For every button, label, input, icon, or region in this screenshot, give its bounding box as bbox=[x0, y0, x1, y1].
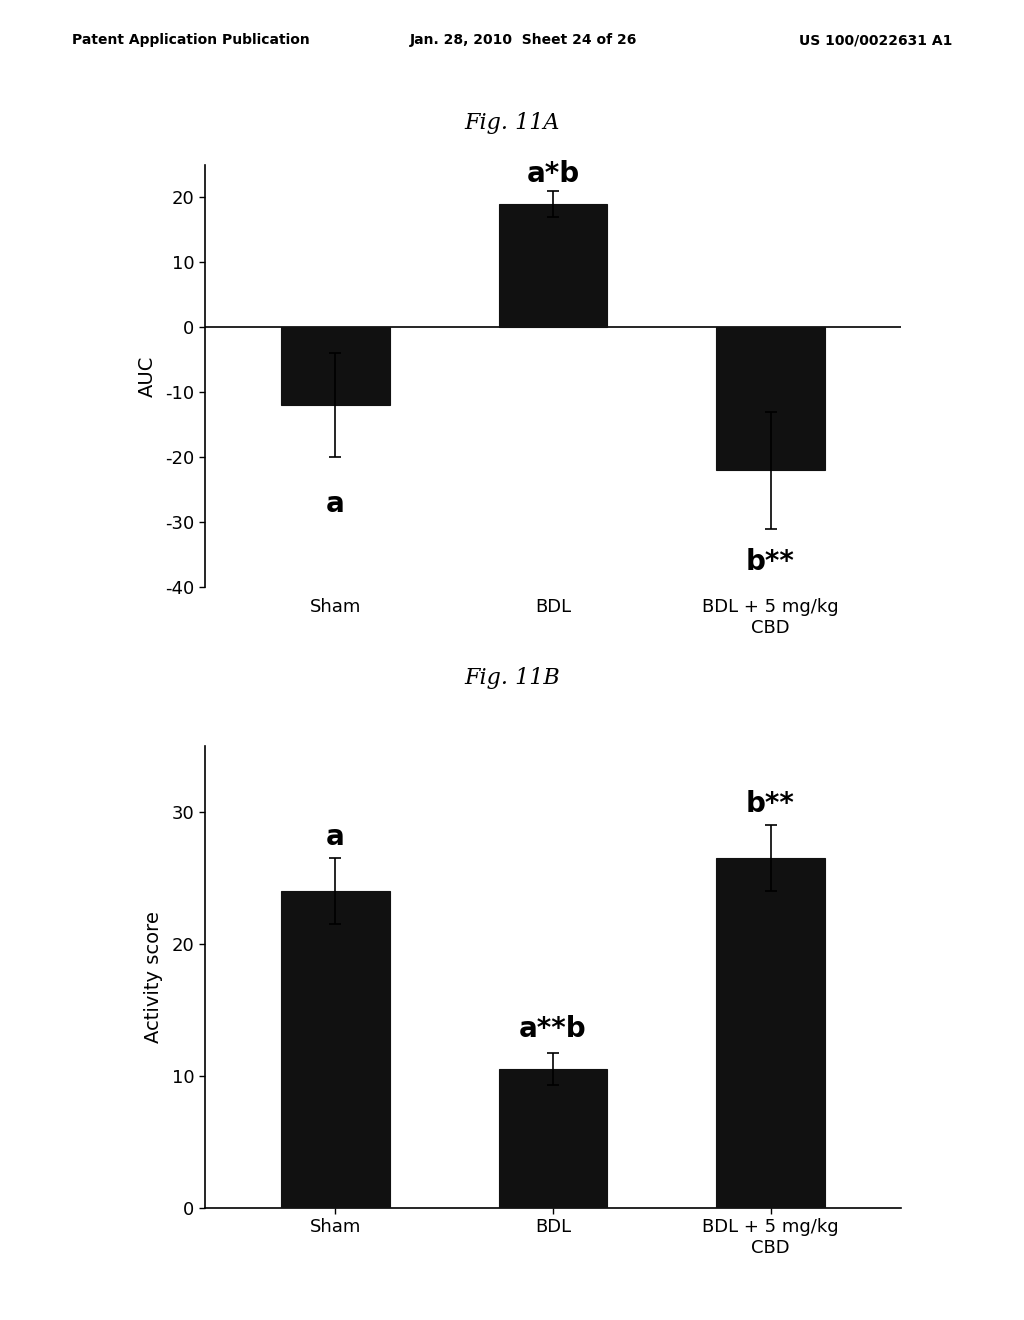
Y-axis label: Activity score: Activity score bbox=[144, 911, 163, 1043]
Bar bbox=[499, 1069, 607, 1208]
Text: Patent Application Publication: Patent Application Publication bbox=[72, 33, 309, 48]
Bar bbox=[716, 858, 825, 1208]
Text: a**b: a**b bbox=[519, 1015, 587, 1043]
Text: b**: b** bbox=[746, 548, 795, 577]
Text: US 100/0022631 A1: US 100/0022631 A1 bbox=[799, 33, 952, 48]
Bar bbox=[716, 327, 825, 470]
Text: Fig. 11B: Fig. 11B bbox=[464, 667, 560, 689]
Text: a: a bbox=[326, 490, 345, 517]
Text: b**: b** bbox=[746, 791, 795, 818]
Bar bbox=[281, 327, 390, 405]
Text: Fig. 11A: Fig. 11A bbox=[464, 112, 560, 135]
Bar bbox=[499, 205, 607, 327]
Y-axis label: AUC: AUC bbox=[138, 355, 157, 397]
Bar bbox=[281, 891, 390, 1208]
Text: a*b: a*b bbox=[526, 160, 580, 187]
Text: a: a bbox=[326, 824, 345, 851]
Text: Jan. 28, 2010  Sheet 24 of 26: Jan. 28, 2010 Sheet 24 of 26 bbox=[410, 33, 637, 48]
